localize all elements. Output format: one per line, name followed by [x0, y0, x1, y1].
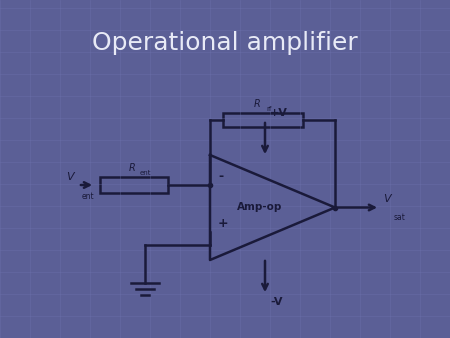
- Text: V: V: [383, 194, 391, 204]
- Text: R: R: [129, 163, 135, 173]
- Text: -: -: [218, 170, 223, 183]
- Text: Operational amplifier: Operational amplifier: [92, 31, 358, 55]
- Bar: [100, 177, 168, 193]
- Text: -V: -V: [270, 297, 283, 307]
- Text: ent: ent: [82, 192, 94, 201]
- Text: ent: ent: [140, 170, 152, 176]
- Text: V: V: [67, 172, 74, 182]
- Text: rf: rf: [266, 106, 271, 112]
- Text: R: R: [254, 99, 261, 109]
- Text: Amp-op: Amp-op: [237, 202, 283, 213]
- Text: sat: sat: [394, 213, 406, 221]
- Text: +V: +V: [270, 108, 288, 118]
- Text: +: +: [218, 217, 229, 230]
- Bar: [223, 113, 303, 127]
